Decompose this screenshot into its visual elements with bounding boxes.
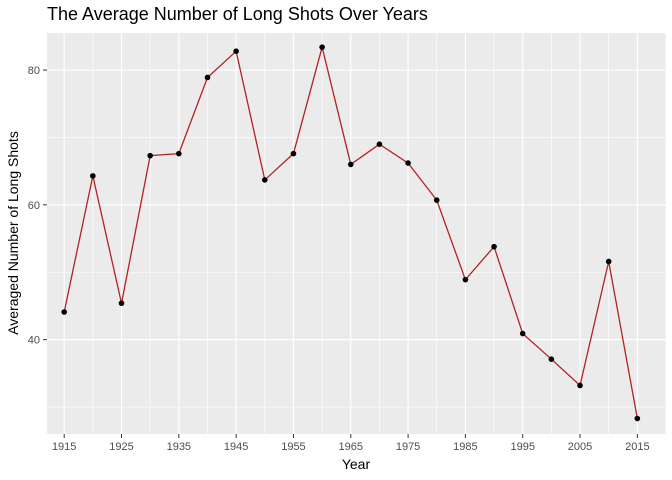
data-point-1980 — [433, 197, 440, 203]
major-gridlines — [47, 33, 666, 434]
data-point-2000 — [548, 356, 555, 362]
data-point-1925 — [118, 300, 125, 307]
data-point-1920 — [90, 173, 96, 179]
y-tick-label: 80 — [28, 65, 40, 77]
x-axis-title: Year — [342, 456, 371, 472]
data-point-1935 — [176, 150, 182, 157]
x-tick-label: 1915 — [52, 441, 76, 453]
x-tick-label: 1985 — [453, 441, 477, 453]
x-tick-label: 1925 — [109, 441, 133, 453]
data-point-1985 — [462, 276, 469, 283]
y-tick-label: 60 — [28, 200, 40, 212]
x-axis: 1915 1925 1935 1945 1955 1965 1975 1985 1995 2005… — [52, 434, 650, 453]
y-tick-label: 40 — [28, 335, 40, 347]
x-tick-label: 1975 — [396, 441, 420, 453]
y-axis: 40 60 80 — [28, 65, 47, 347]
data-point-1970 — [376, 141, 383, 148]
data-point-1915 — [61, 309, 67, 315]
data-point-1995 — [519, 330, 526, 337]
data-point-1975 — [405, 160, 411, 166]
data-point-1945 — [233, 48, 239, 54]
x-tick-label: 1955 — [281, 441, 305, 453]
data-point-1990 — [491, 243, 497, 250]
data-point-1940 — [204, 74, 211, 81]
x-tick-label: 2005 — [568, 441, 592, 453]
plot-panel — [47, 33, 666, 434]
data-point-1950 — [261, 177, 268, 183]
data-point-2015 — [634, 415, 641, 422]
x-tick-label: 1965 — [339, 441, 363, 453]
x-tick-label: 1995 — [510, 441, 534, 453]
data-point-1955 — [290, 150, 297, 157]
y-axis-title: Averaged Number of Long Shots — [5, 131, 21, 335]
data-point-1960 — [319, 44, 325, 50]
chart-title: The Average Number of Long Shots Over Ye… — [47, 4, 428, 24]
minor-gridlines — [47, 33, 667, 434]
x-tick-label: 2015 — [625, 441, 649, 453]
data-point-2005 — [577, 382, 583, 389]
x-tick-label: 1945 — [224, 441, 248, 453]
data-points — [61, 44, 641, 422]
data-point-2010 — [605, 258, 612, 265]
data-point-1965 — [347, 161, 354, 168]
data-point-1930 — [147, 152, 153, 159]
x-tick-label: 1935 — [167, 441, 191, 453]
